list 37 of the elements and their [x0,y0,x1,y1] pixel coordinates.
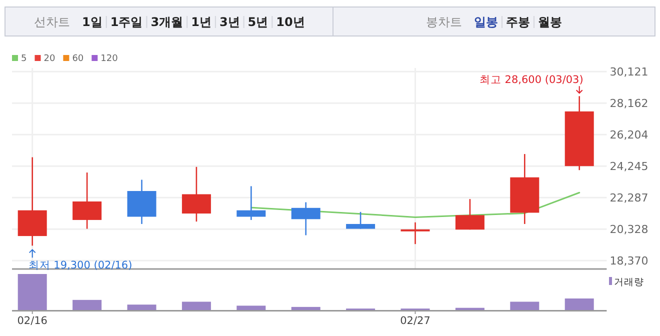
bar [18,274,47,310]
y-tick-label: 28,162 [610,97,648,110]
bar [127,304,156,310]
y-tick-label: 20,328 [610,223,648,236]
toolbar-item: 3년 [219,15,240,29]
annotation: 최고 28,600 (03/03) [479,74,584,86]
y-tick-label: 24,245 [610,160,648,174]
y-tick-label: 22,287 [610,192,648,205]
bar [182,302,211,310]
toolbar-item: 봉차트 [426,15,462,29]
legend-label: 거래량 [614,277,644,288]
toolbar-item: 5년 [248,15,268,29]
toolbar-item: 3개월 [150,15,184,29]
toolbar-item: 주봉 [506,15,530,29]
toolbar-item: 1주일 [110,15,143,29]
legend-label: 60 [72,54,84,64]
y-tick-label: 26,204 [610,128,648,142]
legend-label: 20 [44,54,56,64]
toolbar-item: 일봉 [474,15,498,29]
bar [564,298,594,310]
bar [236,306,266,310]
toolbar-item: 월봉 [538,15,562,29]
annotation: 최저 19,300 (02/16) [28,260,132,272]
toolbar-item: 1년 [191,15,212,29]
candlestick [236,186,266,221]
bar [291,306,320,310]
bar [510,302,540,310]
toolbar-item: 10년 [276,15,305,29]
x-tick-label: 02/27 [400,315,430,327]
toolbar-item: 1일 [82,15,102,29]
x-tick-label: 02/16 [17,315,48,327]
legend-label: 120 [100,54,118,64]
y-tick-label: 30,121 [610,66,648,79]
bar [72,300,102,310]
y-tick-label: 18,370 [610,254,648,268]
legend-label: 5 [21,54,27,64]
toolbar-item: 선차트 [34,15,70,29]
